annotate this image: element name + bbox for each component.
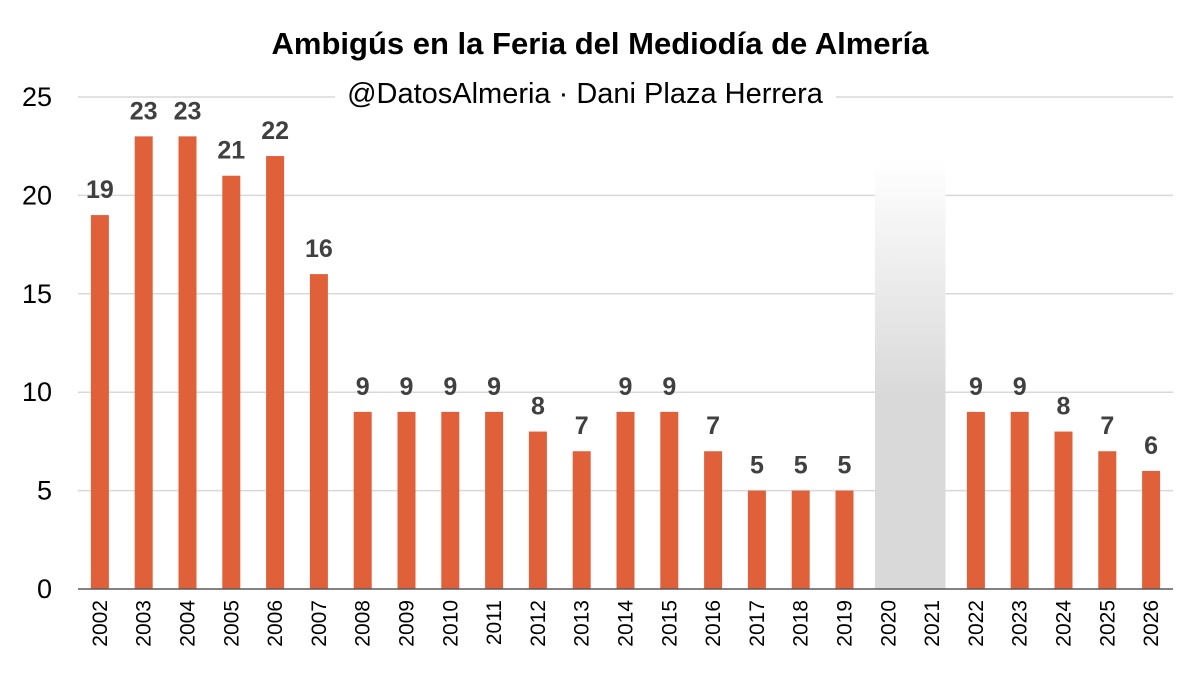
bar-2004 — [178, 136, 197, 590]
bar-2012 — [528, 431, 547, 589]
x-tick-label: 2005 — [220, 600, 243, 647]
bar-2002 — [90, 215, 109, 589]
bar-2017 — [747, 490, 766, 589]
y-tick-label: 25 — [22, 82, 52, 112]
data-labels: 19 23 23 21 22 16 9 9 9 9 8 7 9 9 7 5 5 5 9 9 8 7 6 — [86, 97, 1158, 479]
data-label-2009: 9 — [400, 373, 414, 401]
shaded-gap-region — [874, 160, 946, 589]
bar-2023 — [1010, 411, 1029, 589]
y-tick-label: 15 — [22, 279, 52, 309]
y-tick-label: 0 — [37, 574, 52, 604]
x-tick-label: 2017 — [746, 600, 769, 647]
data-label-2005: 21 — [217, 137, 245, 165]
x-tick-label: 2015 — [658, 600, 681, 647]
x-tick-label: 2019 — [834, 600, 857, 647]
data-label-2002: 19 — [86, 176, 114, 204]
x-tick-label: 2003 — [133, 600, 156, 647]
data-label-2022: 9 — [969, 373, 983, 401]
bar-2013 — [572, 451, 591, 589]
bar-2025 — [1098, 451, 1117, 589]
y-axis-ticks: 0 5 10 15 20 25 — [22, 82, 52, 604]
data-label-2025: 7 — [1100, 412, 1114, 440]
bar-2005 — [222, 175, 241, 589]
data-label-2007: 16 — [305, 235, 333, 263]
bar-2011 — [485, 411, 504, 589]
x-tick-label: 2016 — [702, 600, 725, 647]
bar-2003 — [134, 136, 153, 590]
data-label-2014: 9 — [619, 373, 633, 401]
x-tick-label: 2020 — [877, 600, 900, 647]
data-label-2019: 5 — [838, 452, 852, 480]
data-label-2008: 9 — [356, 373, 370, 401]
y-tick-label: 20 — [22, 180, 52, 210]
x-tick-label: 2022 — [965, 600, 988, 647]
x-axis-ticks: 2002 2003 2004 2005 2006 2007 2008 2009 2010 2011… — [89, 600, 1163, 647]
chart-title: Ambigús en la Feria del Mediodía de Alme… — [272, 26, 930, 61]
x-tick-label: 2021 — [921, 600, 944, 647]
bar-2018 — [791, 490, 810, 589]
bar-2016 — [704, 451, 723, 589]
subtitle-background — [335, 78, 836, 110]
x-tick-label: 2004 — [177, 600, 200, 647]
bar-2007 — [309, 274, 328, 589]
data-label-2010: 9 — [443, 373, 457, 401]
bar-2009 — [397, 411, 416, 589]
y-tick-label: 5 — [37, 476, 52, 506]
bar-2019 — [835, 490, 854, 589]
data-label-2004: 23 — [174, 97, 202, 125]
bar-2024 — [1054, 431, 1073, 589]
x-tick-label: 2006 — [264, 600, 287, 647]
x-tick-label: 2009 — [396, 600, 419, 647]
data-label-2003: 23 — [130, 97, 158, 125]
x-tick-label: 2013 — [571, 600, 594, 647]
x-tick-label: 2011 — [483, 600, 506, 645]
data-label-2018: 5 — [794, 452, 808, 480]
data-label-2013: 7 — [575, 412, 589, 440]
data-label-2015: 9 — [662, 373, 676, 401]
x-tick-label: 2007 — [308, 600, 331, 647]
data-label-2024: 8 — [1057, 393, 1071, 421]
shaded-gap-rect — [874, 160, 946, 589]
chart-subtitle: @DatosAlmeria · Dani Plaza Herrera — [347, 78, 824, 110]
bar-2006 — [266, 156, 285, 590]
data-label-2006: 22 — [261, 117, 289, 145]
x-tick-label: 2025 — [1096, 600, 1119, 647]
x-tick-label: 2026 — [1140, 600, 1163, 647]
bar-2015 — [660, 411, 679, 589]
bar-2008 — [353, 411, 372, 589]
data-label-2023: 9 — [1013, 373, 1027, 401]
bar-2026 — [1142, 470, 1161, 589]
x-tick-label: 2024 — [1053, 600, 1076, 647]
bar-2010 — [441, 411, 460, 589]
bar-2022 — [966, 411, 985, 589]
x-tick-label: 2023 — [1009, 600, 1032, 647]
bars — [90, 136, 1161, 590]
data-label-2016: 7 — [706, 412, 720, 440]
x-tick-label: 2018 — [790, 600, 813, 647]
data-label-2011: 9 — [487, 373, 501, 401]
data-label-2012: 8 — [531, 393, 545, 421]
y-tick-label: 10 — [22, 377, 52, 407]
x-tick-label: 2014 — [615, 600, 638, 647]
x-tick-label: 2002 — [89, 600, 112, 647]
bar-2014 — [616, 411, 635, 589]
x-tick-label: 2008 — [352, 600, 375, 647]
data-label-2026: 6 — [1144, 432, 1158, 460]
x-tick-label: 2012 — [527, 600, 550, 647]
x-tick-label: 2010 — [439, 600, 462, 647]
data-label-2017: 5 — [750, 452, 764, 480]
